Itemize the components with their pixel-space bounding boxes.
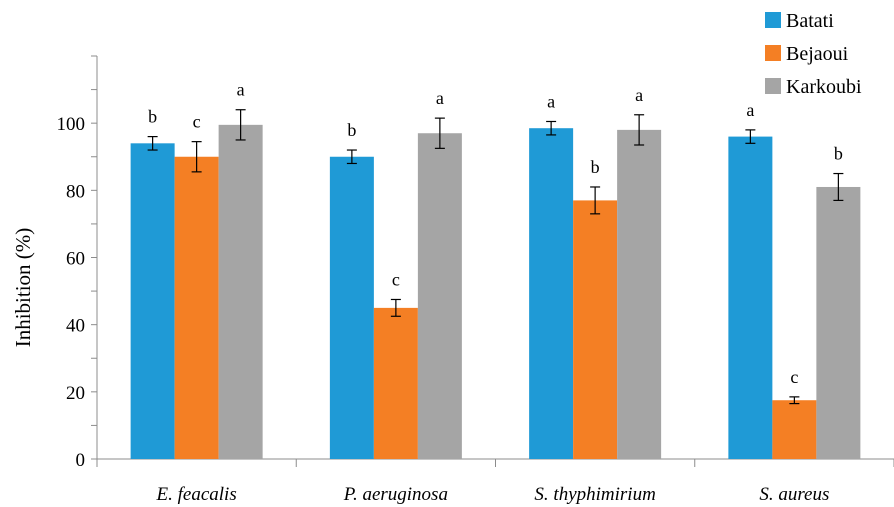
significance-letter: c [193,112,201,132]
significance-letter: a [635,85,643,105]
bar [728,136,773,459]
significance-letter: a [237,80,245,100]
legend-label: Karkoubi [786,76,862,98]
significance-letter: a [746,100,754,120]
y-tick-label: 80 [66,181,85,202]
y-tick-label: 40 [66,316,85,337]
legend-swatch [765,45,781,61]
x-tick-label: S. aureus [759,484,829,505]
legend-swatch [765,12,781,28]
bar [130,143,175,460]
bar [373,307,418,459]
bar [772,400,817,459]
legend-label: Batati [786,10,834,32]
x-tick-label: P. aeruginosa [343,484,448,505]
legend-swatch [765,78,781,94]
legend-label: Bejaoui [786,43,849,65]
bar [417,133,462,459]
y-tick-label: 0 [76,450,86,471]
bar [329,156,374,459]
significance-letter: b [834,144,843,164]
y-axis-title: Inhibition (%) [11,228,35,348]
x-tick-label: E. feacalis [156,484,237,505]
bar [174,156,219,459]
significance-letter: c [790,367,798,387]
bar [529,128,574,459]
significance-letter: b [591,157,600,177]
bar [218,124,263,460]
significance-letter: a [547,91,555,111]
significance-letter: b [148,107,157,127]
significance-letter: c [392,269,400,289]
significance-letter: a [436,88,444,108]
y-tick-label: 100 [57,114,86,135]
y-tick-label: 60 [66,249,85,270]
y-tick-label: 20 [66,383,85,404]
bar [617,129,662,459]
bar [816,186,861,459]
x-tick-label: S. thyphimirium [534,484,655,505]
bar [573,200,618,460]
significance-letter: b [347,120,356,140]
